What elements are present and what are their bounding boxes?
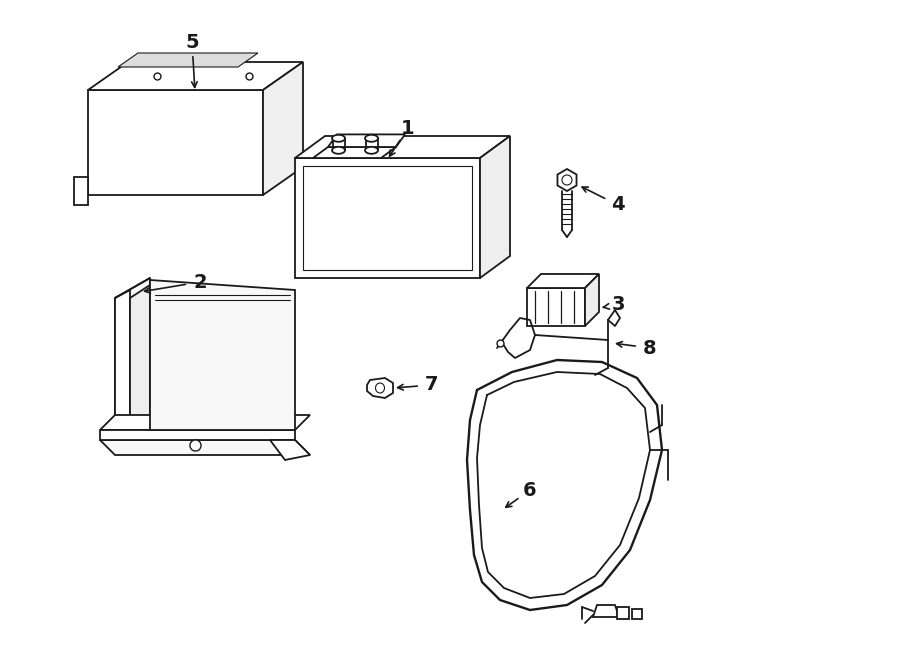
Polygon shape — [303, 166, 472, 270]
Polygon shape — [118, 53, 258, 67]
Polygon shape — [367, 378, 393, 398]
Text: 3: 3 — [611, 295, 625, 315]
Polygon shape — [480, 136, 510, 278]
Polygon shape — [295, 158, 480, 278]
Polygon shape — [557, 169, 577, 191]
Polygon shape — [115, 278, 150, 440]
Polygon shape — [270, 440, 310, 460]
Polygon shape — [295, 136, 510, 158]
Polygon shape — [74, 177, 88, 205]
Ellipse shape — [365, 147, 378, 154]
Polygon shape — [527, 274, 599, 288]
Polygon shape — [617, 607, 629, 619]
Ellipse shape — [375, 383, 384, 393]
Polygon shape — [100, 440, 310, 455]
Polygon shape — [88, 62, 303, 90]
Polygon shape — [100, 415, 310, 430]
Polygon shape — [313, 147, 396, 158]
Polygon shape — [263, 62, 303, 195]
Polygon shape — [115, 290, 130, 440]
Polygon shape — [130, 285, 150, 430]
Polygon shape — [585, 274, 599, 326]
Text: 8: 8 — [644, 338, 657, 358]
Ellipse shape — [365, 135, 378, 142]
Polygon shape — [150, 280, 295, 430]
Text: 5: 5 — [185, 32, 199, 52]
Polygon shape — [593, 605, 619, 617]
Polygon shape — [88, 90, 263, 195]
Text: 2: 2 — [194, 272, 207, 292]
Polygon shape — [328, 134, 405, 147]
Text: 6: 6 — [523, 481, 536, 500]
Polygon shape — [100, 430, 295, 440]
Text: 4: 4 — [611, 196, 625, 215]
Polygon shape — [527, 288, 585, 326]
Polygon shape — [632, 609, 642, 619]
Text: 1: 1 — [401, 118, 415, 137]
Text: 7: 7 — [425, 375, 439, 395]
Ellipse shape — [332, 135, 345, 142]
Circle shape — [562, 175, 572, 185]
Ellipse shape — [332, 147, 345, 154]
